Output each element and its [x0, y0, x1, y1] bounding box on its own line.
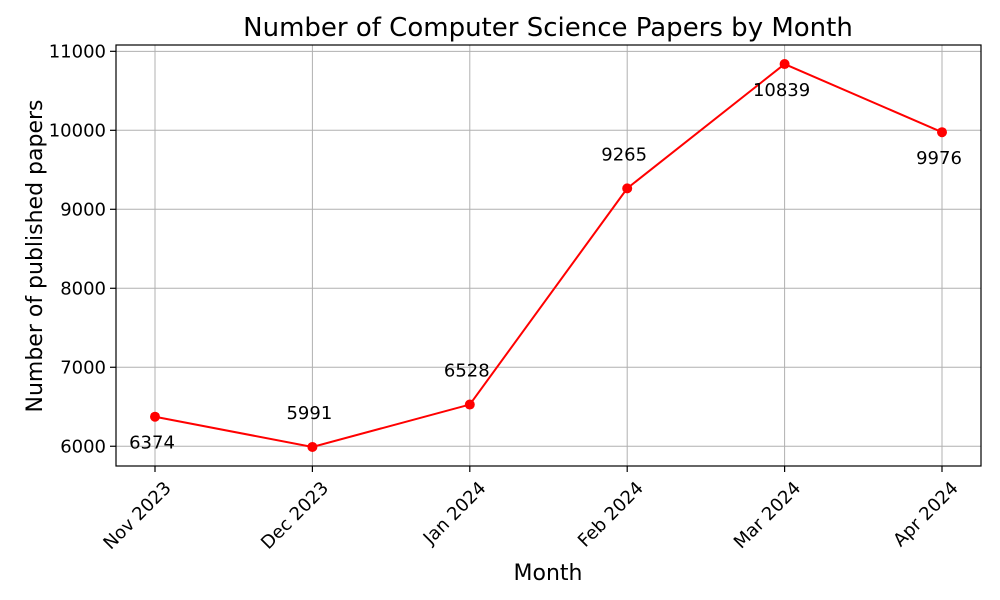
grid-lines: [116, 45, 981, 466]
x-tick-label: Mar 2024: [730, 478, 805, 553]
data-label: 5991: [286, 403, 332, 424]
data-label: 10839: [753, 80, 810, 101]
y-tick-label: 6000: [60, 436, 106, 457]
y-tick-label: 7000: [60, 357, 106, 378]
chart-title: Number of Computer Science Papers by Mon…: [243, 13, 853, 43]
data-label: 6528: [444, 361, 490, 382]
data-point: [622, 183, 633, 194]
data-label: 6374: [129, 433, 175, 454]
plot-area-frame: [115, 44, 982, 467]
x-tick-label: Nov 2023: [99, 478, 175, 554]
x-axis: Nov 2023 Dec 2023 Jan 2024 Feb 2024 Mar 2024…: [99, 466, 963, 554]
x-tick-label: Dec 2023: [257, 478, 333, 554]
x-tick-label: Feb 2024: [574, 478, 648, 552]
data-point: [150, 411, 160, 422]
data-point: [464, 399, 475, 410]
y-axis-label: Number of published papers: [23, 99, 48, 412]
y-axis: 6000 7000 8000 9000 10000 11000: [49, 41, 116, 457]
x-tick-label: Jan 2024: [419, 478, 491, 550]
y-tick-label: 8000: [60, 278, 106, 299]
series-layer: [150, 59, 947, 452]
data-point: [937, 127, 947, 138]
y-tick-label: 9000: [60, 199, 106, 220]
x-axis-label: Month: [514, 561, 583, 586]
series-line: [154, 62, 943, 448]
data-point: [307, 441, 318, 452]
x-tick-label: Apr 2024: [889, 478, 962, 551]
data-point: [779, 59, 790, 70]
data-label: 9265: [601, 144, 647, 165]
data-label: 9976: [916, 148, 962, 169]
data-labels: 6374 5991 6528 9265 10839 9976: [129, 80, 962, 454]
y-tick-label: 10000: [49, 120, 106, 141]
y-tick-label: 11000: [49, 41, 106, 62]
